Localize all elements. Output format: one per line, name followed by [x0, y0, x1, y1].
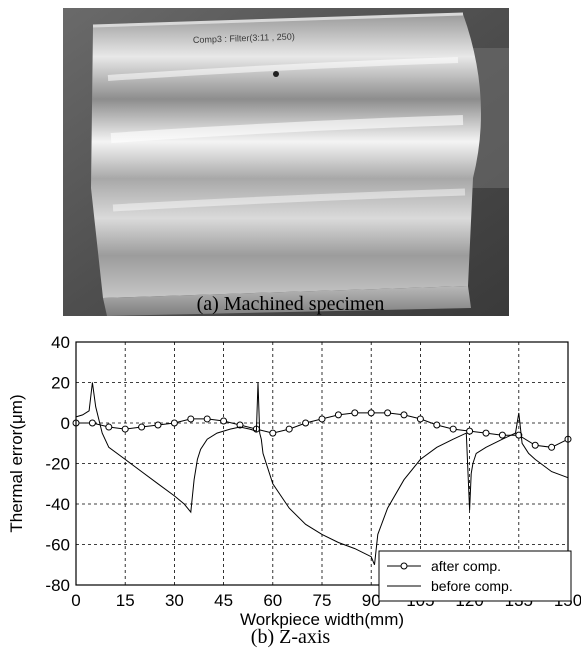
- x-tick-label: 30: [165, 591, 184, 610]
- data-point-after-comp: [203, 415, 211, 423]
- specimen-image: Comp3 : Filter(3:11 , 250): [63, 8, 509, 316]
- data-point-after-comp: [416, 415, 424, 423]
- x-tick-label: 15: [116, 591, 135, 610]
- data-point-after-comp: [285, 425, 293, 433]
- data-point-after-comp: [187, 415, 195, 423]
- y-tick-label: -40: [45, 495, 70, 514]
- data-point-after-comp: [302, 419, 310, 427]
- thermal-error-chart: 015304560759010512013515040200-20-40-60-…: [7, 333, 581, 629]
- y-axis-label: Thermal error(μm): [7, 394, 26, 532]
- x-tick-label: 75: [313, 591, 332, 610]
- y-tick-label: 20: [51, 374, 70, 393]
- data-point-after-comp: [449, 425, 457, 433]
- data-point-after-comp: [433, 421, 441, 429]
- data-point-after-comp: [269, 429, 277, 437]
- data-point-after-comp: [400, 411, 408, 419]
- data-point-after-comp: [531, 441, 539, 449]
- y-tick-label: -80: [45, 576, 70, 595]
- data-point-after-comp: [220, 417, 228, 425]
- data-point-after-comp: [334, 411, 342, 419]
- data-point-after-comp: [548, 443, 556, 451]
- x-tick-label: 0: [71, 591, 80, 610]
- data-point-after-comp: [170, 419, 178, 427]
- data-point-after-comp: [515, 431, 523, 439]
- legend-label-after-comp: after comp.: [431, 558, 501, 574]
- data-point-after-comp: [351, 409, 359, 417]
- data-point-after-comp: [367, 409, 375, 417]
- grid-lines: [76, 342, 568, 585]
- legend-label-before-comp: before comp.: [431, 578, 513, 594]
- data-point-after-comp: [154, 421, 162, 429]
- data-point-after-comp: [318, 415, 326, 423]
- data-point-after-comp: [498, 431, 506, 439]
- x-tick-label: 45: [214, 591, 233, 610]
- data-point-after-comp: [384, 409, 392, 417]
- data-point-after-comp: [121, 425, 129, 433]
- y-tick-label: -20: [45, 455, 70, 474]
- plot-frame: [75, 341, 569, 586]
- data-point-after-comp: [466, 427, 474, 435]
- machined-specimen-photo: Comp3 : Filter(3:11 , 250): [63, 8, 509, 316]
- legend-box: [378, 550, 572, 602]
- caption-machined-specimen: (a) Machined specimen: [196, 293, 385, 315]
- legend: after comp. before comp.: [378, 550, 572, 602]
- data-point-after-comp: [138, 423, 146, 431]
- data-point-after-comp: [105, 423, 113, 431]
- specimen-label-text: Comp3 : Filter(3:11 , 250): [193, 31, 295, 45]
- data-point-after-comp: [236, 421, 244, 429]
- y-tick-label: 40: [51, 333, 70, 352]
- x-tick-label: 60: [263, 591, 282, 610]
- data-point-after-comp: [88, 419, 96, 427]
- y-tick-label: -60: [45, 536, 70, 555]
- x-tick-label: 90: [362, 591, 381, 610]
- data-point-after-comp: [482, 429, 490, 437]
- legend-marker-after-comp: [400, 562, 408, 570]
- series-line-before-comp: [75, 382, 569, 565]
- x-axis-label: Workpiece width(mm): [240, 610, 404, 629]
- caption-z-axis: (b) Z-axis: [250, 626, 331, 648]
- y-tick-label: 0: [61, 414, 70, 433]
